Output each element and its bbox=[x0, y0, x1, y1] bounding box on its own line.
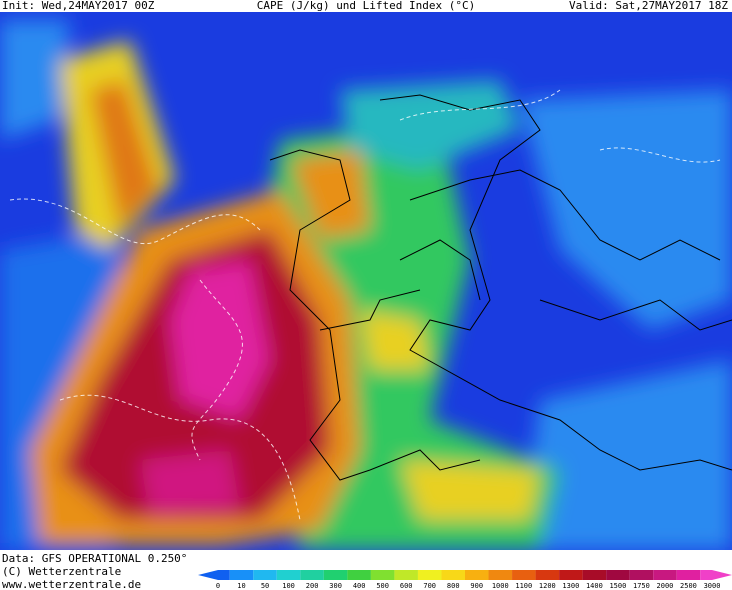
valid-time: Valid: Sat,27MAY2017 18Z bbox=[569, 0, 728, 12]
colorbar-swatch bbox=[488, 570, 513, 580]
colorbar-label: 3000 bbox=[704, 582, 721, 590]
colorbar-swatch bbox=[629, 570, 654, 580]
colorbar-label: 400 bbox=[353, 582, 366, 590]
colorbar-arrow bbox=[198, 570, 218, 580]
colorbar-arrow bbox=[712, 570, 732, 580]
colorbar-swatch bbox=[394, 570, 418, 580]
colorbar-swatch bbox=[582, 570, 607, 580]
colorbar-label: 10 bbox=[237, 582, 245, 590]
colorbar-swatch bbox=[606, 570, 630, 580]
colorbar-label: 800 bbox=[447, 582, 460, 590]
borders bbox=[269, 94, 732, 481]
colorbar-label: 1750 bbox=[633, 582, 650, 590]
colorbar-swatch bbox=[441, 570, 465, 580]
colorbar-swatch bbox=[535, 570, 560, 580]
colorbar-swatch bbox=[218, 570, 230, 580]
init-time: Init: Wed,24MAY2017 00Z bbox=[2, 0, 155, 12]
colorbar-label: 2000 bbox=[657, 582, 674, 590]
colorbar-swatch bbox=[323, 570, 348, 580]
colorbar-label: 100 bbox=[282, 582, 295, 590]
colorbar-swatch bbox=[465, 570, 489, 580]
colorbar-label: 200 bbox=[306, 582, 319, 590]
colorbar-label: 50 bbox=[261, 582, 269, 590]
colorbar-label: 2500 bbox=[680, 582, 697, 590]
colorbar-label: 1200 bbox=[539, 582, 556, 590]
colorbar-label: 0 bbox=[216, 582, 220, 590]
colorbar-label: 300 bbox=[329, 582, 342, 590]
colorbar: 0 10 50 100 200 300 400 500 600 700 800 900 1000 1100… bbox=[198, 570, 732, 590]
colorbar-swatch bbox=[512, 570, 536, 580]
colorbar-swatch bbox=[253, 570, 277, 580]
lifted-index-contours bbox=[9, 89, 721, 521]
map-area bbox=[0, 12, 732, 550]
colorbar-label: 1300 bbox=[562, 582, 579, 590]
colorbar-swatch bbox=[347, 570, 371, 580]
colorbar-label: 1000 bbox=[492, 582, 509, 590]
colorbar-swatch bbox=[559, 570, 583, 580]
colorbar-label: 1500 bbox=[609, 582, 626, 590]
colorbar-swatch bbox=[276, 570, 301, 580]
colorbar-swatch bbox=[300, 570, 324, 580]
colorbar-swatch bbox=[229, 570, 254, 580]
data-source: Data: GFS OPERATIONAL 0.250° bbox=[2, 552, 187, 565]
colorbar-label: 500 bbox=[376, 582, 389, 590]
colorbar-swatch bbox=[700, 570, 712, 580]
map-title: CAPE (J/kg) und Lifted Index (°C) bbox=[257, 0, 476, 12]
website: www.wetterzentrale.de bbox=[2, 578, 141, 590]
colorbar-label: 600 bbox=[400, 582, 413, 590]
colorbar-label: 1100 bbox=[515, 582, 532, 590]
colorbar-swatch bbox=[653, 570, 677, 580]
colorbar-label: 1400 bbox=[586, 582, 603, 590]
colorbar-swatch bbox=[370, 570, 395, 580]
colorbar-swatch bbox=[417, 570, 442, 580]
copyright: (C) Wetterzentrale bbox=[2, 565, 121, 578]
colorbar-label: 900 bbox=[470, 582, 483, 590]
colorbar-swatch bbox=[676, 570, 701, 580]
colorbar-label: 700 bbox=[423, 582, 436, 590]
